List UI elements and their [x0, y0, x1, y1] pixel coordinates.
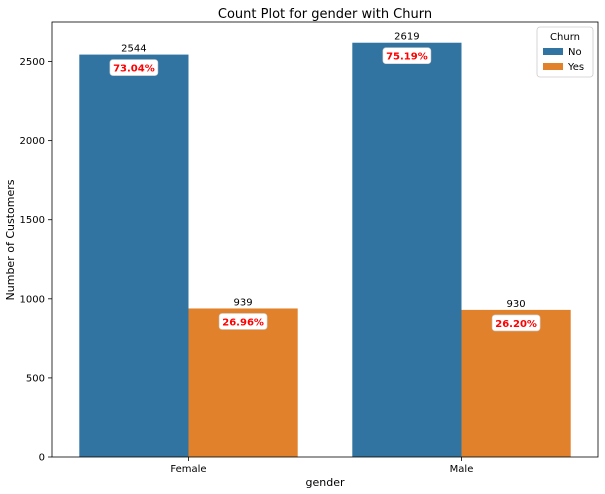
- legend: Churn No Yes: [536, 26, 594, 78]
- bar-count-label: 2619: [394, 32, 419, 43]
- legend-label-yes: Yes: [567, 62, 584, 73]
- plot-area: 2544 73.04% 2619 75.19% 939 26.96% 930 26.20% 0 5…: [20, 21, 599, 475]
- x-tick-label: Female: [170, 464, 206, 475]
- percent-label-box: [109, 59, 159, 76]
- percent-label: 26.20%: [495, 319, 537, 330]
- legend-swatch-no: [543, 48, 563, 55]
- bar-no-male: [352, 42, 462, 458]
- legend-label-no: No: [568, 47, 582, 58]
- x-axis-label: gender: [306, 476, 345, 489]
- bar-count-label: 2544: [121, 44, 146, 55]
- bar-yes-male: [461, 309, 571, 457]
- y-tick-label: 500: [26, 373, 45, 384]
- bar-yes-female: [188, 308, 298, 457]
- y-tick-label: 2500: [20, 57, 45, 68]
- y-tick-label: 2000: [20, 136, 45, 147]
- percent-label-box: [382, 47, 432, 65]
- x-tick-label: Male: [450, 464, 474, 475]
- percent-label-box: [218, 313, 268, 330]
- chart-title: Count Plot for gender with Churn: [218, 7, 432, 22]
- axes-frame: [51, 21, 599, 458]
- bar-no-female: [79, 54, 189, 458]
- percent-label: 73.04%: [113, 64, 155, 75]
- y-tick-label: 1500: [20, 215, 45, 226]
- percent-label: 26.96%: [222, 317, 264, 328]
- legend-swatch-yes: [543, 63, 563, 70]
- bar-count-label: 939: [234, 297, 253, 308]
- y-tick-label: 1000: [20, 294, 45, 305]
- y-axis-label: Number of Customers: [4, 179, 17, 300]
- bar-count-label: 930: [507, 299, 526, 310]
- percent-label: 75.19%: [386, 52, 428, 63]
- y-tick-label: 0: [39, 453, 45, 464]
- percent-label-box: [491, 314, 541, 332]
- legend-title: Churn: [550, 32, 580, 43]
